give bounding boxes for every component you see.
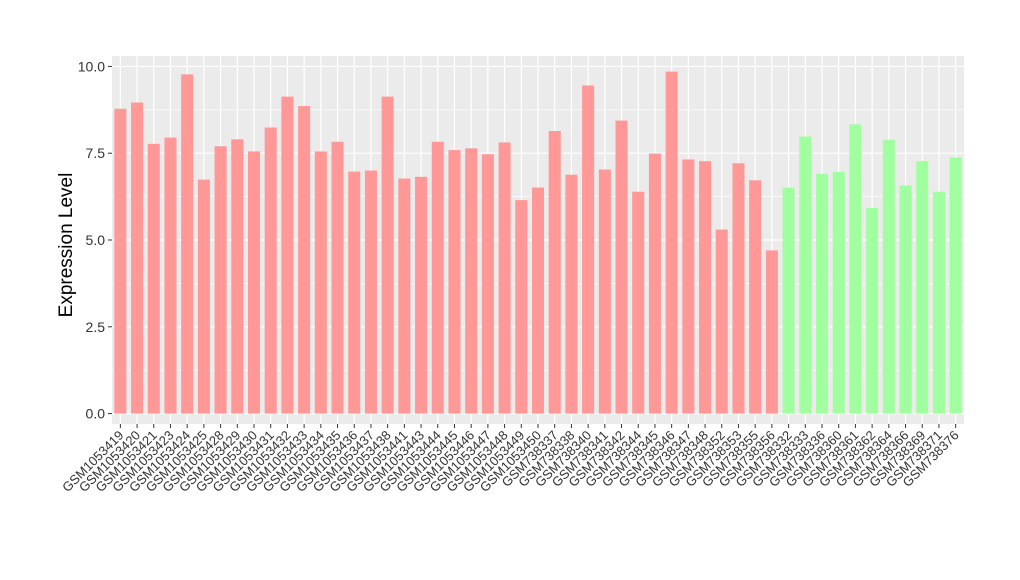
bar [348,171,361,414]
bar [732,163,745,414]
bar [582,85,595,414]
bar [782,187,795,414]
bar [214,146,227,414]
bar [932,191,945,414]
bar [431,141,444,414]
bar [364,170,377,414]
bar [749,180,762,414]
bar [231,139,244,414]
bar [715,229,728,414]
bar [147,143,160,414]
bar [331,141,344,414]
x-axis: GSM1053419GSM1053420GSM1053421GSM1053423… [59,424,962,495]
bar [314,151,327,414]
bar [398,178,411,414]
bar [632,191,645,414]
bar [665,71,678,414]
bar [866,208,879,414]
y-axis-title: Expression Level [56,173,77,318]
bar [264,127,277,414]
bar [281,96,294,414]
bar [247,151,261,414]
bar [682,159,695,414]
bar [899,185,912,414]
bar [815,173,829,414]
y-tick-label: 2.5 [86,319,106,335]
bar [598,169,611,414]
bar [481,154,494,414]
bar [916,161,929,414]
bar [114,108,127,414]
bar [181,74,194,414]
bar [415,176,428,414]
bar [765,250,778,414]
bar [131,102,144,414]
y-tick-label: 5.0 [86,232,106,248]
bar [882,139,895,414]
bar [197,179,210,414]
y-tick-label: 10.0 [78,58,105,74]
bar [298,105,311,414]
bar [465,148,478,414]
bar [381,96,394,414]
bar [699,161,712,414]
bar [515,200,528,414]
bar [498,142,511,414]
bar [832,171,845,414]
bar [615,120,628,414]
y-axis: 0.0 2.5 5.0 7.5 10.0 [78,58,112,422]
bar [849,124,862,414]
bar [164,137,177,414]
y-tick-label: 0.0 [86,406,106,422]
bar [648,153,661,414]
bars [114,71,962,414]
bar [565,174,578,414]
bar [548,130,561,414]
bar [799,136,812,414]
y-tick-label: 7.5 [86,145,106,161]
bar [531,187,545,414]
bar [949,157,962,414]
bar [448,150,461,414]
